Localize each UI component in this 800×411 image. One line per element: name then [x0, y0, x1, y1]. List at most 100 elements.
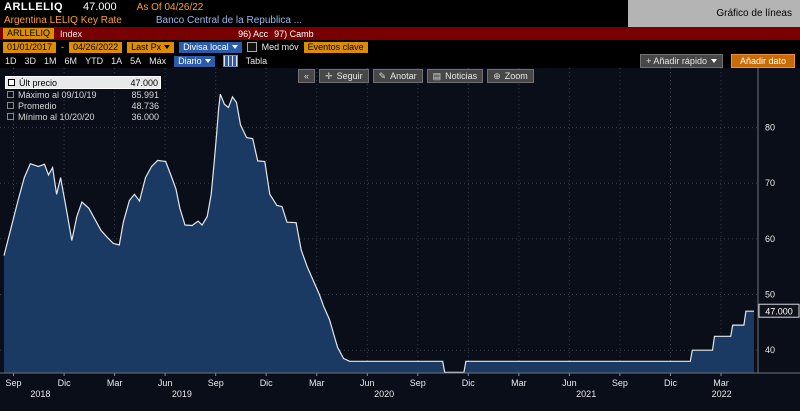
collapse-icon: «	[304, 70, 310, 81]
x-tick-label: Mar	[713, 378, 729, 388]
chevron-down-icon	[164, 45, 171, 49]
x-tick-label: Sep	[410, 378, 426, 388]
y-tick-label: 60	[765, 234, 775, 244]
x-tick-label: Dic	[58, 378, 71, 388]
y-tick-label: 50	[765, 290, 775, 300]
currency-dropdown[interactable]: Divisa local	[179, 41, 242, 53]
settings-bar: 01/01/2017 - 04/26/2022 Last Px Divisa l…	[0, 40, 800, 54]
issuer-name: Banco Central de la Republica ...	[155, 15, 303, 26]
chevron-down-icon	[710, 59, 717, 63]
y-tick-label: 80	[765, 123, 775, 133]
zoom-label: Zoom	[504, 71, 528, 81]
x-tick-label: Sep	[612, 378, 628, 388]
ticker-type-label: Index	[60, 28, 83, 39]
news-label: Noticias	[445, 71, 478, 81]
chart-action-buttons: « ✛ Seguir ✎ Anotar ▤ Noticias ⊕ Zoom	[298, 69, 534, 83]
annotate-label: Anotar	[390, 71, 417, 81]
legend-label: Últ precio	[19, 77, 58, 88]
legend-row-max[interactable]: Máximo al 09/10/19 85.991	[5, 89, 161, 100]
x-tick-label: Sep	[208, 378, 224, 388]
chevron-down-icon	[204, 59, 211, 63]
zoom-button[interactable]: ⊕ Zoom	[487, 69, 534, 83]
y-tick-label: 70	[765, 178, 775, 188]
chart-legend: Últ precio 47.000 Máximo al 09/10/19 85.…	[5, 76, 161, 122]
date-from-field[interactable]: 01/01/2017	[3, 41, 57, 53]
range-tab-max[interactable]: Máx	[149, 56, 167, 66]
year-label: 2022	[712, 389, 732, 399]
currency-value: Divisa local	[183, 41, 229, 52]
header-row-1: ARLLELIQ 47.000 As Of 04/26/22	[0, 0, 800, 14]
legend-row-last-price[interactable]: Últ precio 47.000	[5, 76, 161, 89]
ticker-symbol: ARLLELIQ	[4, 1, 63, 13]
function-title: Gráfico de líneas	[628, 0, 800, 27]
ticker-input[interactable]: ARLLELIQ	[3, 28, 55, 39]
movavg-label: Med móv	[261, 42, 299, 52]
add-data-button[interactable]: Añadir dato	[730, 54, 795, 68]
last-price: 47.000	[83, 1, 117, 13]
key-events-button[interactable]: Eventos clave	[303, 41, 368, 53]
year-label: 2020	[374, 389, 394, 399]
legend-row-average[interactable]: Promedio 48.736	[5, 100, 161, 111]
track-button[interactable]: ✛ Seguir	[319, 69, 369, 83]
chart-type-icon[interactable]	[222, 55, 238, 67]
security-name: Argentina LELIQ Key Rate	[4, 15, 122, 26]
toolbar-right-group: + Añadir rápido Añadir dato	[640, 54, 795, 68]
range-tab-1m[interactable]: 1M	[44, 56, 57, 66]
range-tab-1d[interactable]: 1D	[5, 56, 17, 66]
track-label: Seguir	[336, 71, 363, 81]
movavg-checkbox[interactable]	[246, 42, 257, 52]
add-quick-button[interactable]: + Añadir rápido	[640, 54, 723, 68]
date-to-field[interactable]: 04/26/2022	[69, 41, 123, 53]
range-tab-5a[interactable]: 5A	[130, 56, 142, 66]
x-tick-label: Jun	[360, 378, 375, 388]
legend-value: 36.000	[131, 111, 159, 122]
year-label: 2019	[172, 389, 192, 399]
rate-area	[4, 94, 754, 373]
range-tab-3d[interactable]: 3D	[24, 56, 37, 66]
table-button[interactable]: Tabla	[245, 56, 268, 66]
range-tab-1a[interactable]: 1A	[111, 56, 123, 66]
rate-chart: Sep Dic Mar Jun Sep Dic Mar Jun Sep Dic Mar Jun Sep D…	[0, 68, 800, 411]
menu-item-actions[interactable]: 96) Acc	[238, 28, 269, 39]
last-value-badge	[758, 303, 800, 318]
legend-value: 85.991	[131, 89, 159, 100]
price-type-dropdown[interactable]: Last Px	[127, 41, 175, 53]
chart-panel: Sep Dic Mar Jun Sep Dic Mar Jun Sep Dic Mar Jun Sep D…	[0, 68, 800, 411]
range-tab-ytd[interactable]: YTD	[85, 56, 104, 66]
legend-label: Promedio	[18, 100, 57, 111]
track-icon: ✛	[325, 70, 333, 81]
y-tick-label: 40	[765, 345, 775, 355]
menu-item-edit[interactable]: 97) Camb	[274, 28, 314, 39]
series-marker-icon	[7, 113, 14, 120]
x-tick-label: Jun	[562, 378, 577, 388]
collapse-button[interactable]: «	[298, 69, 316, 83]
legend-label: Máximo al 09/10/19	[18, 89, 97, 100]
range-tab-6m[interactable]: 6M	[64, 56, 78, 66]
price-type-value: Last Px	[131, 41, 162, 52]
legend-label: Mínimo al 10/20/20	[18, 111, 95, 122]
menu-bar: ARLLELIQ Index 96) Acc 97) Camb	[0, 27, 800, 40]
last-value-label: 47.000	[765, 307, 793, 317]
news-button[interactable]: ▤ Noticias	[426, 69, 484, 83]
period-dropdown[interactable]: Diario	[174, 55, 215, 67]
series-marker-icon	[7, 102, 14, 109]
series-marker-icon	[8, 79, 15, 86]
x-tick-label: Mar	[107, 378, 123, 388]
chart-toolbar: 1D 3D 1M 6M YTD 1A 5A Máx Diario Tabla +…	[0, 54, 800, 68]
annotate-button[interactable]: ✎ Anotar	[372, 69, 423, 83]
x-tick-label: Jun	[158, 378, 173, 388]
x-tick-label: Dic	[260, 378, 273, 388]
date-separator: -	[61, 42, 65, 52]
legend-row-min[interactable]: Mínimo al 10/20/20 36.000	[5, 111, 161, 122]
news-icon: ▤	[432, 70, 442, 81]
x-tick-label: Dic	[462, 378, 475, 388]
annotate-icon: ✎	[378, 70, 387, 81]
x-tick-label: Sep	[5, 378, 21, 388]
series-marker-icon	[7, 91, 14, 98]
add-data-label: Añadir dato	[739, 56, 786, 66]
rate-line	[3, 93, 754, 373]
x-tick-label: Mar	[511, 378, 527, 388]
legend-value: 47.000	[130, 77, 158, 88]
add-quick-label: + Añadir rápido	[646, 56, 707, 66]
